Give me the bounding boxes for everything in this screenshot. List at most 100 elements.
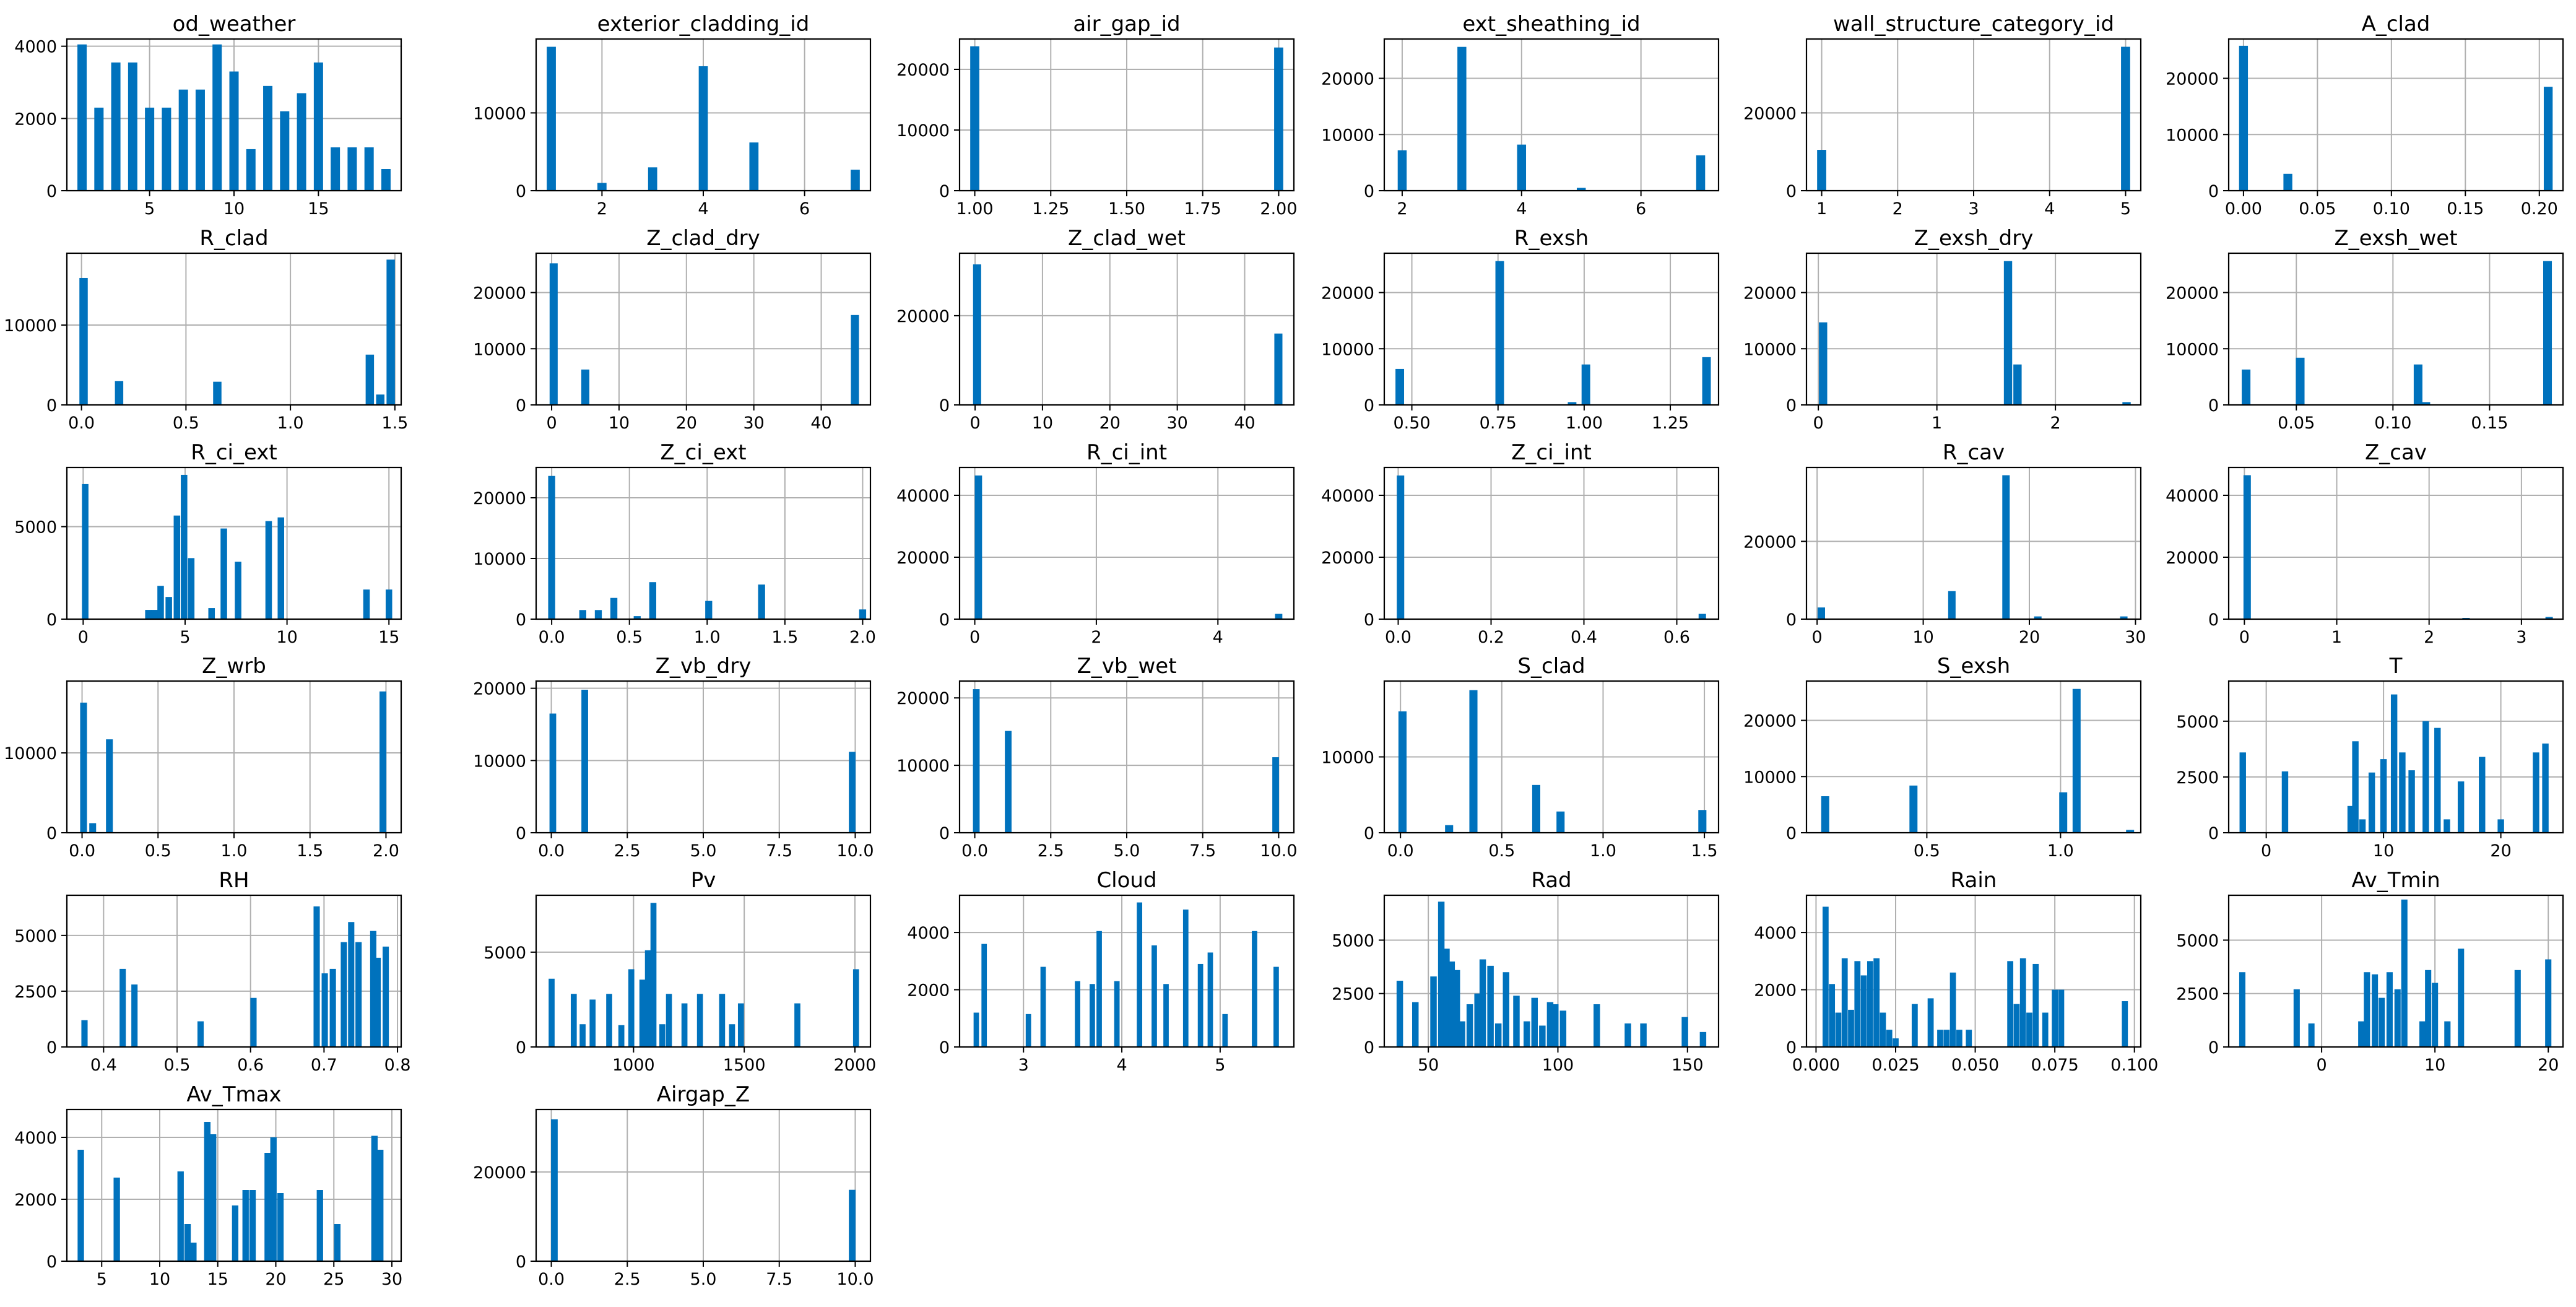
histogram-bar (1114, 981, 1120, 1047)
histogram-bar (2352, 741, 2359, 833)
histogram-bar (666, 994, 672, 1047)
histogram-bar (1702, 357, 1711, 405)
histogram-bar (119, 968, 126, 1047)
histogram-bar (2007, 961, 2014, 1047)
x-tick-label: 0 (969, 414, 980, 433)
axes-frame (66, 1108, 402, 1262)
histogram-bar (859, 609, 867, 619)
axes-frame (2227, 252, 2564, 406)
subplot-title: R_exsh (1514, 226, 1589, 251)
y-tick-label: 0 (46, 1038, 57, 1057)
histogram-bar (1822, 906, 1829, 1047)
histogram-bar (570, 994, 577, 1047)
x-tick-label: 1.5 (381, 414, 408, 433)
subplot-s-clad: 0.0 0.5 1.0 1.5 0 10000 S_clad (1321, 654, 1720, 861)
x-tick-label: 0.2 (1478, 628, 1504, 647)
histogram-bar (1848, 1009, 1854, 1047)
subplot-rad: 50 100 150 0 2500 5000 Rad (1332, 868, 1720, 1075)
x-tick-label: 1500 (723, 1056, 766, 1075)
histogram-bar (355, 942, 362, 1047)
histogram-bar (178, 89, 188, 191)
histogram-bar (749, 142, 759, 191)
histogram-bar (2533, 752, 2539, 833)
x-tick-label: 5 (1215, 1056, 1225, 1075)
histogram-bar (1873, 958, 1880, 1047)
histogram-bar (250, 997, 257, 1047)
histogram-bar (1197, 963, 1203, 1047)
histogram-bar (737, 1003, 744, 1047)
subplot-r-cav: 0 10 20 30 0 20000 R_cav (1743, 440, 2146, 647)
y-tick-label: 20000 (1743, 712, 1797, 731)
x-tick-label: 2.0 (373, 841, 399, 861)
histogram-bar (852, 969, 859, 1047)
histogram-bar (181, 474, 188, 619)
histogram-bar (1430, 976, 1437, 1047)
histogram-bar (2394, 989, 2401, 1047)
axes-frame (958, 252, 1295, 406)
y-tick-label: 20000 (473, 489, 526, 508)
y-tick-label: 0 (1786, 824, 1797, 843)
histogram-bar (2239, 45, 2249, 191)
x-tick-label: 2.5 (614, 1270, 641, 1289)
y-tick-label: 10000 (4, 744, 57, 763)
histogram-bar (719, 994, 726, 1047)
y-tick-label: 10000 (473, 752, 526, 771)
histogram-bar (589, 999, 596, 1047)
histogram-bar (1513, 996, 1520, 1047)
y-tick-label: 2000 (907, 981, 950, 1001)
x-tick-label: 1 (1816, 199, 1827, 219)
x-tick-label: 0.20 (2521, 199, 2558, 219)
histogram-bar (2419, 1021, 2426, 1047)
histogram-bar (1821, 796, 1829, 833)
histogram-bar (2121, 46, 2130, 191)
histogram-bar (2013, 364, 2022, 405)
x-tick-label: 2 (597, 199, 607, 219)
histogram-bar (2408, 770, 2415, 833)
histogram-bar (648, 167, 657, 191)
histogram-bar (2042, 1012, 2049, 1047)
axes-frame (2227, 680, 2564, 834)
x-tick-label: 10 (2373, 841, 2394, 861)
x-tick-label: 1.5 (1691, 841, 1718, 861)
histogram-bar (1040, 966, 1046, 1047)
y-tick-label: 0 (46, 1253, 57, 1272)
histogram-bar (1252, 931, 1257, 1047)
histogram-bar (649, 582, 657, 619)
x-tick-label: 0.075 (2031, 1056, 2078, 1075)
histogram-bar (2120, 616, 2128, 619)
histogram-bar (265, 521, 272, 619)
histogram-bar (639, 979, 646, 1047)
histogram-bar (1457, 46, 1467, 191)
y-tick-label: 2500 (14, 983, 57, 1002)
histogram-bar (2126, 830, 2135, 833)
histogram-bar (270, 1137, 277, 1261)
histogram-bar (2026, 1012, 2032, 1047)
x-tick-label: 5 (2120, 199, 2131, 219)
histogram-bar (213, 381, 222, 405)
axes-frame (1383, 38, 1720, 192)
y-tick-label: 2500 (2176, 985, 2219, 1004)
y-tick-label: 4000 (14, 1129, 57, 1148)
histogram-bar (2479, 757, 2486, 833)
histogram-bar (79, 277, 88, 405)
histogram-bar (1222, 1014, 1228, 1047)
y-tick-label: 0 (516, 1253, 526, 1272)
histogram-bar (1867, 961, 1873, 1047)
histogram-bar (208, 608, 215, 619)
subplot-s-exsh: 0.5 1.0 0 10000 20000 S_exsh (1743, 654, 2142, 861)
y-tick-label: 4000 (14, 38, 57, 57)
axes-frame (1805, 894, 2142, 1048)
histogram-bar (1445, 825, 1454, 833)
histogram-bar (1532, 784, 1540, 833)
histogram-bar (1090, 984, 1095, 1047)
x-tick-label: 40 (810, 414, 831, 433)
histogram-bar (313, 906, 320, 1047)
x-tick-label: 0.0 (539, 628, 565, 647)
x-tick-label: 1 (1932, 414, 1942, 433)
histogram-bar (157, 586, 164, 619)
x-tick-label: 5 (144, 199, 155, 219)
x-tick-label: 0.6 (237, 1056, 264, 1075)
histogram-bar (698, 66, 708, 191)
histogram-bar (376, 394, 384, 405)
subplot-title: Z_clad_dry (646, 226, 760, 251)
